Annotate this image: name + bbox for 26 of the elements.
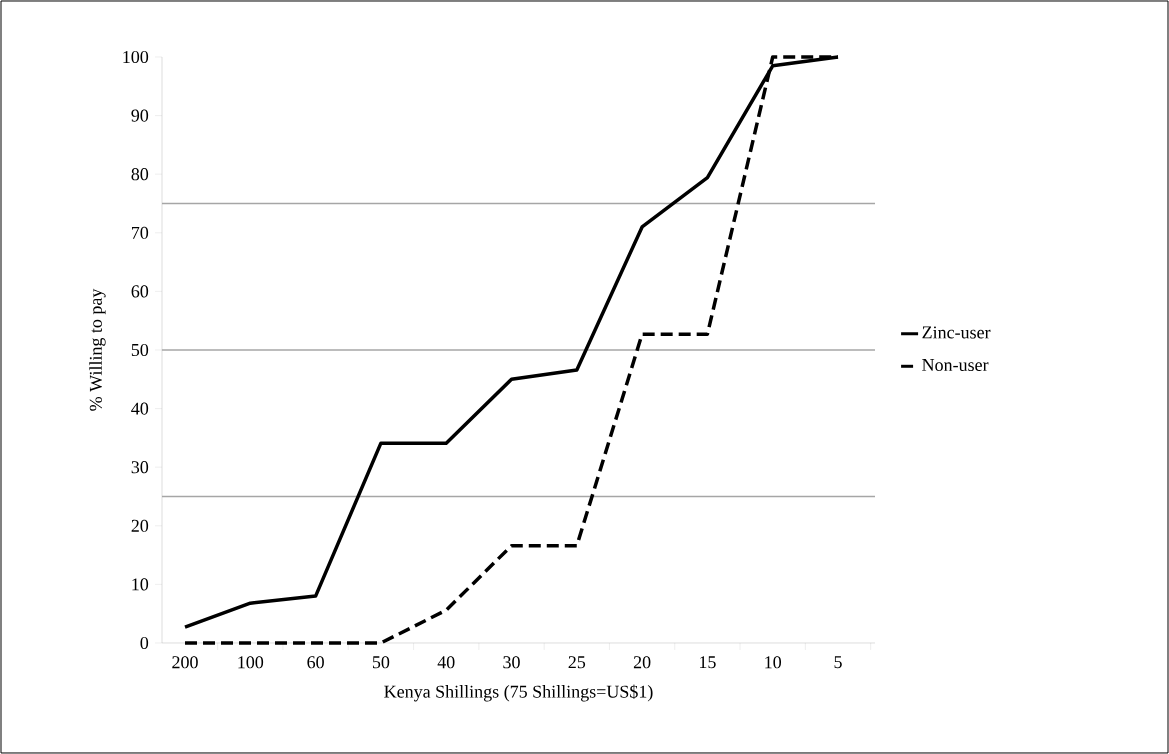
y-tick-label: 70 [132, 226, 149, 239]
x-tick-label: 40 [437, 656, 455, 669]
x-tick-label: 100 [238, 656, 264, 669]
y-tick-label: 100 [123, 50, 149, 64]
x-tick-label: 50 [372, 656, 390, 669]
y-tick-label: 30 [131, 461, 149, 474]
x-tick-label: 200 [172, 656, 198, 669]
x-tick-label: 25 [568, 656, 586, 669]
y-tick-label: 20 [131, 519, 149, 532]
legend-label: Zinc-user [922, 326, 991, 339]
y-tick-label: 40 [131, 402, 149, 415]
x-tick-label: 60 [307, 656, 324, 669]
x-axis-title: Kenya Shillings (75 Shillings=US$1) [384, 684, 653, 702]
x-tick-label: 30 [503, 656, 520, 669]
y-tick-label: 10 [132, 578, 149, 591]
x-tick-label: 20 [633, 656, 651, 669]
y-tick-label: 60 [131, 285, 149, 298]
x-tick-label: 10 [765, 656, 782, 669]
y-tick-label: 0 [140, 636, 149, 650]
y-tick-label: 80 [131, 168, 149, 181]
y-tick-label: 50 [131, 343, 149, 357]
legend-label: Non-user [922, 359, 989, 371]
x-tick-label: 15 [699, 656, 716, 669]
x-tick-label: 5 [834, 656, 842, 669]
y-tick-label: 90 [131, 109, 149, 122]
y-axis-title: % Willing to pay [89, 288, 106, 411]
